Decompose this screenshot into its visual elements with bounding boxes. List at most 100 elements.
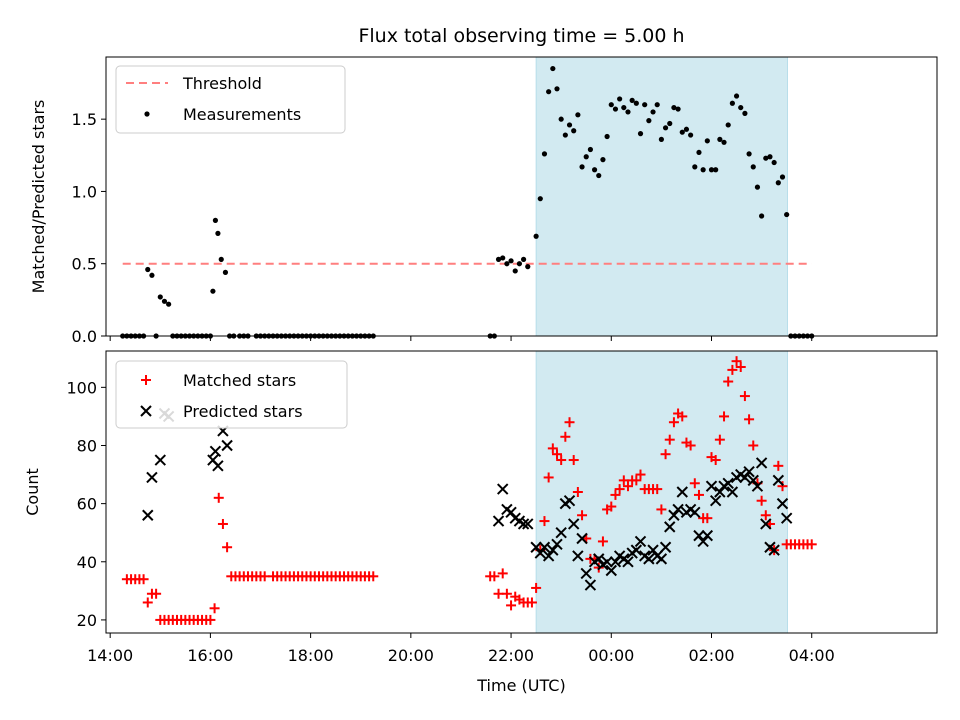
measurement-point: [591, 167, 598, 173]
predicted-star-point: [760, 518, 772, 530]
x-stroke: [522, 518, 534, 530]
measurement-point: [215, 230, 221, 236]
matched-star-point: [760, 510, 771, 521]
measurement-point: [495, 256, 502, 262]
predicted-star-point: [668, 509, 680, 521]
measurement-point: [617, 96, 623, 102]
x-tick-label: 00:00: [588, 646, 634, 665]
predicted-star-point: [209, 445, 222, 458]
x-stroke: [609, 556, 622, 568]
measurement-point: [525, 264, 531, 270]
x-stroke: [751, 480, 764, 492]
matched-star-point: [652, 484, 663, 495]
x-stroke: [601, 556, 613, 568]
measurement-point: [683, 126, 690, 132]
x-stroke: [154, 454, 166, 466]
predicted-star-point: [567, 518, 580, 530]
predicted-star-point: [522, 518, 534, 530]
predicted-star-point: [705, 480, 718, 492]
measurement-point: [621, 104, 627, 111]
x-stroke: [563, 495, 576, 507]
measurement-point: [775, 180, 781, 186]
legend-measurement-label: Measurements: [183, 105, 301, 124]
measurement-point: [779, 174, 786, 180]
x-stroke: [689, 506, 701, 519]
x-tick-label: 16:00: [187, 646, 233, 665]
predicted-star-point: [497, 483, 509, 495]
matched-star-point: [614, 484, 625, 495]
predicted-star-point: [634, 535, 647, 548]
predicted-star-point: [739, 471, 751, 484]
measurement-point: [771, 159, 777, 166]
measurement-point: [704, 138, 710, 144]
predicted-star-point: [601, 556, 613, 568]
measurement-point: [767, 154, 773, 160]
matched-star-point: [714, 434, 725, 445]
measurement-point: [579, 164, 585, 170]
x-stroke: [547, 544, 559, 556]
predicted-star-point: [609, 556, 622, 568]
measurement-point: [566, 122, 573, 128]
matched-star-point: [723, 376, 734, 387]
count-y-axis-label: Count: [23, 468, 42, 516]
measurement-point: [625, 109, 631, 115]
predicted-star-point: [593, 553, 605, 565]
predicted-star-point: [697, 535, 709, 548]
measurement-point: [646, 118, 652, 124]
x-stroke: [576, 532, 588, 545]
predicted-star-point: [722, 477, 734, 489]
x-stroke: [772, 474, 785, 487]
matched-star-point: [777, 481, 788, 492]
x-tick-label: 22:00: [488, 646, 534, 665]
measurement-point: [516, 261, 523, 267]
count-y-tick-label: 40: [77, 553, 97, 572]
predicted-star-point: [221, 439, 233, 452]
x-stroke: [207, 454, 219, 466]
x-stroke: [517, 518, 530, 530]
predicted-star-point: [492, 515, 505, 527]
predicted-star-point: [622, 556, 634, 568]
predicted-star-point: [517, 518, 530, 530]
x-tick-label: 04:00: [789, 646, 835, 665]
measurement-point: [575, 112, 581, 118]
ratio-y-tick-label: 0.0: [72, 327, 97, 346]
measurement-point: [583, 154, 589, 160]
matched-star-point: [572, 487, 583, 497]
measurement-point: [604, 133, 610, 140]
measurement-point: [520, 256, 527, 262]
matched-star-point: [551, 449, 562, 460]
x-stroke: [505, 506, 517, 519]
matched-star-point: [631, 475, 642, 486]
matched-star-point: [489, 571, 500, 582]
legend-box: [115, 65, 346, 134]
matched-star-point: [151, 588, 162, 599]
measurement-point: [667, 120, 673, 127]
matched-star-point: [259, 571, 270, 582]
x-stroke: [567, 518, 580, 530]
measurement-point: [742, 110, 748, 116]
measurement-point: [750, 164, 756, 170]
legend-box: [115, 360, 348, 429]
ratio-y-tick-label: 1.0: [72, 182, 97, 201]
count-y-tick-label: 80: [77, 436, 97, 455]
x-stroke: [221, 439, 233, 452]
measurement-point: [533, 233, 539, 239]
x-stroke: [714, 486, 726, 498]
x-stroke: [538, 541, 551, 553]
predicted-star-point: [747, 474, 759, 487]
predicted-star-point: [584, 579, 597, 591]
predicted-star-point: [780, 512, 793, 524]
predicted-star-point: [580, 567, 592, 580]
measurement-point: [637, 131, 644, 137]
measurement-point: [671, 104, 677, 111]
matched-star-point: [610, 489, 621, 500]
measurement-point: [596, 172, 602, 179]
predicted-star-point: [726, 486, 739, 498]
measurement-point: [717, 136, 723, 142]
matched-star-point: [138, 574, 149, 585]
x-stroke: [530, 541, 542, 553]
x-stroke: [593, 553, 605, 565]
matched-star-point: [526, 597, 537, 608]
measurement-point: [546, 89, 552, 95]
measurement-point: [600, 157, 606, 163]
